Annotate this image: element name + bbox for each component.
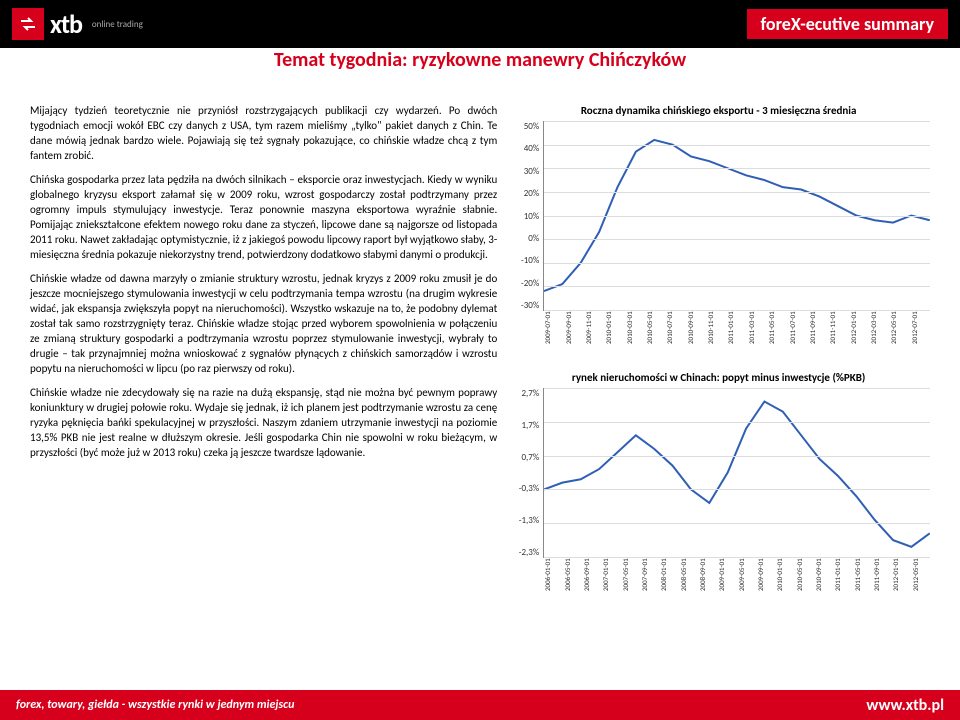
chart-realestate-xaxis: 2006-01-012006-05-012006-09-012007-01-01… <box>543 558 930 606</box>
chart-export-plot <box>543 121 930 311</box>
logo-subtitle: online trading <box>92 19 143 30</box>
chart-export-xaxis: 2009-07-012009-09-012009-11-012010-01-01… <box>543 311 930 359</box>
chart-export-title: Roczna dynamika chińskiego eksportu - 3 … <box>507 104 930 117</box>
paragraph-3: Chińskie władze od dawna marzyły o zmian… <box>30 272 497 376</box>
chart-realestate-plot <box>543 388 930 558</box>
chart-realestate-yaxis: 2,7%1,7%0,7%-0,3%-1,3%-2,3% <box>507 388 543 558</box>
footer-url: www.xtb.pl <box>866 696 944 715</box>
text-column: Mijający tydzień teoretycznie nie przyni… <box>30 104 497 618</box>
chart-export-yaxis: 50%40%30%20%10%0%-10%-20%-30% <box>507 121 543 311</box>
paragraph-1: Mijający tydzień teoretycznie nie przyni… <box>30 104 497 163</box>
paragraph-4: Chińskie władze nie zdecydowały się na r… <box>30 386 497 460</box>
header-bar: xtb online trading foreX-ecutive summary <box>0 0 960 48</box>
logo-icon <box>12 8 44 40</box>
charts-column: Roczna dynamika chińskiego eksportu - 3 … <box>507 104 930 618</box>
summary-badge: foreX-ecutive summary <box>747 9 949 39</box>
footer-tagline: forex, towary, giełda - wszystkie rynki … <box>16 698 294 712</box>
chart-realestate: rynek nieruchomości w Chinach: popyt min… <box>507 371 930 606</box>
main-content: Mijający tydzień teoretycznie nie przyni… <box>0 86 960 618</box>
footer-bar: forex, towary, giełda - wszystkie rynki … <box>0 690 960 720</box>
logo-text: xtb <box>50 8 82 40</box>
logo: xtb online trading <box>12 8 143 40</box>
paragraph-2: Chińska gospodarka przez lata pędziła na… <box>30 173 497 262</box>
chart-realestate-title: rynek nieruchomości w Chinach: popyt min… <box>507 371 930 384</box>
chart-export: Roczna dynamika chińskiego eksportu - 3 … <box>507 104 930 359</box>
page-title: Temat tygodnia: ryzykowne manewry Chińcz… <box>0 48 960 72</box>
